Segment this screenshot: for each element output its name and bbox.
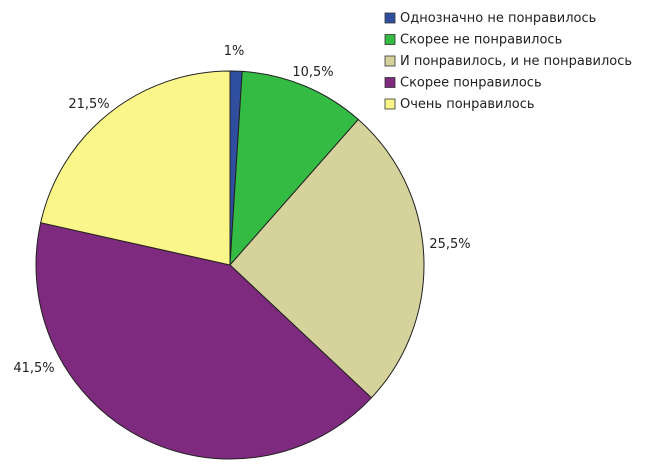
legend-label-2: Скорее не понравилось: [400, 33, 562, 48]
data-label-3: 25,5%: [429, 237, 470, 252]
data-label-2: 10,5%: [292, 65, 333, 80]
legend-label-1: Однозначно не понравилось: [400, 11, 596, 26]
data-label-4: 41,5%: [13, 361, 54, 376]
legend-label-5: Очень понравилось: [400, 97, 535, 112]
legend-swatch-3: [384, 55, 396, 67]
legend-swatch-5: [384, 98, 396, 110]
pie-slice-3: [229, 118, 425, 399]
legend-swatch-4: [384, 77, 396, 88]
data-labels: 1% 10,5% 25,5% 41,5% 21,5%: [13, 44, 470, 376]
data-label-1: 1%: [224, 44, 245, 59]
legend-swatch-1: [384, 12, 396, 24]
legend: Однозначно не понравилось Скорее не понра…: [384, 11, 632, 112]
legend-swatch-2: [384, 34, 396, 45]
pie-slice-2: [229, 70, 359, 267]
legend-label-3: И понравилось, и не понравилось: [400, 54, 632, 69]
pie-slice-5: [40, 70, 231, 266]
legend-label-4: Скорее понравилось: [400, 76, 542, 91]
pie-slice-4: [35, 222, 373, 460]
pie-slices: [35, 70, 425, 460]
data-label-5: 21,5%: [68, 97, 109, 112]
